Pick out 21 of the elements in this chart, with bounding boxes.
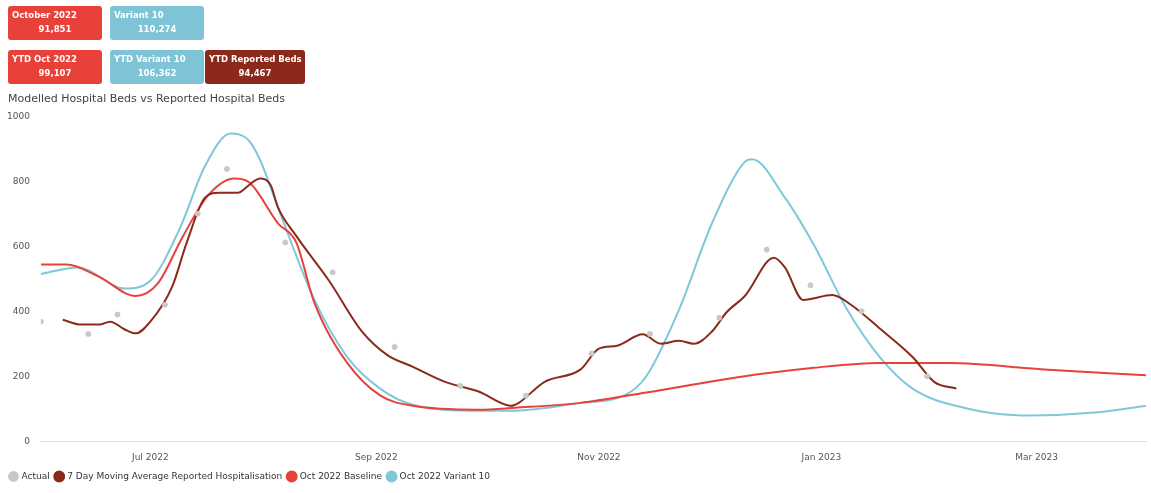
text: October 2022 91,851 (12, 9, 78, 36)
text: YTD Variant 10 106,362 (114, 53, 187, 80)
y-tick-label: 400 (12, 305, 31, 316)
legend-label: Oct 2022 Variant 10 (399, 470, 491, 481)
chart-title: Modelled Hospital Beds vs Reported Hospital Beds (8, 92, 286, 105)
text: YTD Oct 2022 99,107 (12, 53, 78, 80)
y-tick-label: 800 (12, 175, 31, 186)
legend-label: Oct 2022 Baseline (299, 470, 383, 481)
x-tick-label: Jul 2022 (131, 451, 169, 462)
y-tick-label: 1000 (7, 110, 31, 121)
x-tick-label: Jan 2023 (800, 451, 842, 462)
y-tick-label: 600 (12, 240, 31, 251)
x-tick-label: Nov 2022 (577, 451, 621, 462)
y-tick-label: 200 (12, 370, 31, 381)
legend-label: 7 Day Moving Average Reported Hospitalisation (67, 470, 283, 481)
text: YTD Reported Beds 94,467 (209, 53, 302, 80)
x-tick-label: Sep 2022 (355, 451, 398, 462)
x-tick-label: Mar 2023 (1015, 451, 1058, 462)
legend-label: Actual (21, 470, 50, 481)
text: Variant 10 110,274 (114, 9, 178, 36)
y-tick-label: 0 (24, 435, 31, 446)
